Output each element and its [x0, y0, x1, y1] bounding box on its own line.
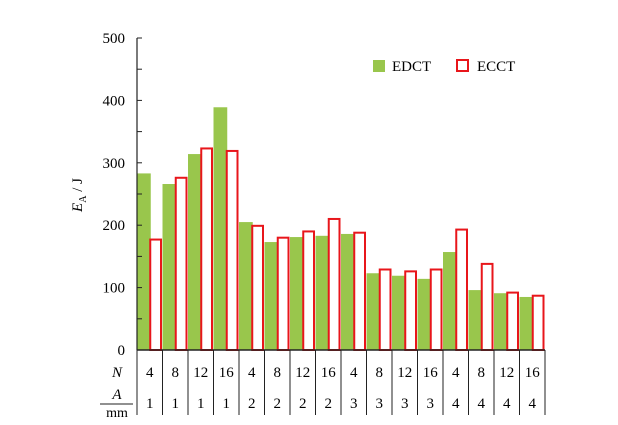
a-value-label: 4 — [529, 396, 537, 412]
bar-ecct — [353, 231, 366, 351]
n-value-label: 12 — [397, 365, 412, 381]
y-tick-label: 200 — [103, 218, 126, 234]
a-value-label: 1 — [146, 396, 154, 412]
bar-ecct — [174, 176, 188, 351]
bar-edct — [162, 184, 177, 350]
y-tick-label: 100 — [103, 281, 126, 297]
a-value-label: 2 — [325, 396, 333, 412]
y-tick-label: 500 — [103, 31, 126, 47]
bar-ecct — [531, 294, 545, 352]
bar-edct — [213, 107, 228, 350]
bar-ecct — [327, 217, 341, 351]
n-value-label: 4 — [146, 365, 154, 381]
y-tick-label: 400 — [103, 93, 126, 109]
n-value-label: 4 — [452, 365, 460, 381]
bar-edct — [366, 273, 381, 350]
bar-edct — [315, 235, 330, 350]
y-tick-label: 300 — [103, 156, 126, 172]
bar-edct — [188, 154, 202, 350]
n-value-label: 16 — [321, 365, 337, 381]
bars-layer — [137, 107, 545, 352]
bar-ecct — [506, 291, 519, 352]
a-value-label: 4 — [478, 396, 486, 412]
a-value-label: 1 — [223, 396, 231, 412]
bar-ecct — [302, 230, 315, 351]
n-value-label: 12 — [295, 365, 310, 381]
a-value-label: 3 — [401, 396, 409, 412]
bar-edct — [392, 275, 406, 350]
a-value-label: 3 — [376, 396, 384, 412]
bar-edct — [443, 252, 457, 350]
legend-swatch-ecct — [456, 59, 469, 72]
bar-ecct — [429, 268, 443, 351]
a-value-label: 2 — [248, 396, 256, 412]
bar-ecct — [149, 238, 162, 351]
n-value-label: 4 — [248, 365, 256, 381]
n-value-label: 8 — [274, 365, 282, 381]
legend-swatch-edct — [373, 60, 385, 72]
bar-edct — [519, 296, 534, 350]
bar-ecct — [225, 149, 239, 351]
bar-edct — [264, 242, 279, 350]
n-value-label: 8 — [376, 365, 384, 381]
bar-edct — [341, 233, 355, 350]
y-axis-label: EA / J — [70, 178, 89, 213]
n-value-label: 16 — [423, 365, 439, 381]
n-value-label: 12 — [193, 365, 208, 381]
n-value-label: 8 — [478, 365, 486, 381]
n-value-label: 16 — [525, 365, 541, 381]
bar-edct — [239, 222, 253, 350]
bar-ecct — [404, 270, 417, 352]
bar-edct — [468, 290, 483, 350]
a-value-label: 4 — [452, 396, 460, 412]
a-value-label: 3 — [350, 396, 358, 412]
row-label-n: N — [111, 365, 123, 381]
bar-ecct — [251, 224, 264, 352]
axes-layer: 0 100 200 300 400 500 4 1 8 1 12 1 16 1 4 2 8 2 12 2 16 2 4 3 8 3… — [103, 31, 546, 415]
a-value-label: 2 — [299, 396, 307, 412]
bar-edct — [137, 173, 151, 350]
a-value-label: 3 — [427, 396, 435, 412]
row-label-a: A — [111, 387, 122, 403]
bar-edct — [417, 278, 432, 350]
a-value-label: 4 — [503, 396, 511, 412]
bar-edct — [494, 293, 508, 350]
a-value-label: 1 — [197, 396, 205, 412]
row-label-mm: mm — [106, 406, 128, 421]
bar-ecct — [200, 147, 213, 351]
n-value-label: 12 — [499, 365, 514, 381]
a-value-label: 2 — [274, 396, 282, 412]
a-value-label: 1 — [172, 396, 180, 412]
bar-ecct — [455, 228, 468, 351]
bar-edct — [290, 237, 304, 350]
bar-ecct — [378, 268, 392, 351]
n-value-label: 8 — [172, 365, 180, 381]
bar-ecct — [276, 236, 290, 351]
bar-ecct — [480, 262, 494, 351]
y-tick-label: 0 — [118, 343, 126, 359]
n-value-label: 16 — [219, 365, 235, 381]
legend-label-ecct: ECCT — [477, 59, 515, 75]
n-value-label: 4 — [350, 365, 358, 381]
legend: EDCT ECCT — [373, 59, 515, 75]
legend-label-edct: EDCT — [392, 59, 431, 75]
